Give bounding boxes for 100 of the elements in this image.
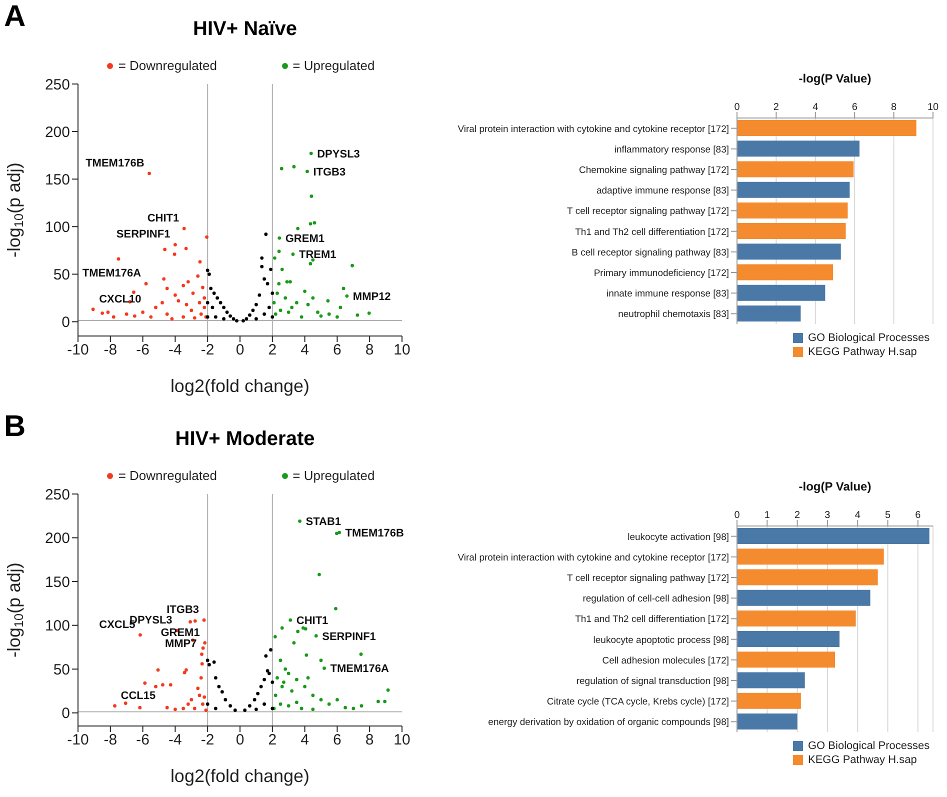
- x-tick-label: 2: [268, 342, 277, 359]
- x-tick-label: 1: [764, 510, 770, 521]
- point: [203, 641, 207, 645]
- point: [266, 282, 270, 286]
- x-tick-label: 0: [734, 102, 740, 113]
- point: [386, 688, 390, 692]
- point: [344, 706, 347, 710]
- point: [327, 312, 331, 316]
- bar: [737, 713, 798, 730]
- point: [262, 678, 266, 682]
- point: [300, 706, 304, 710]
- y-tick-label: Viral protein interaction with cytokine and cytokine receptor [172]: [458, 124, 729, 135]
- point: [269, 268, 272, 272]
- point: [220, 690, 224, 694]
- x-tick-label: -8: [104, 342, 118, 359]
- point: [319, 698, 323, 702]
- point: [222, 306, 226, 310]
- legend-label: = Downregulated: [118, 468, 217, 483]
- point: [198, 260, 202, 264]
- x-tick-label: 4: [300, 732, 309, 749]
- point: [193, 619, 197, 623]
- point: [174, 293, 177, 297]
- y-tick-label: regulation of cell-cell adhesion [98]: [582, 594, 729, 605]
- point: [276, 676, 279, 680]
- point: [274, 694, 278, 698]
- y-tick-label: 200: [44, 124, 70, 141]
- y-tick-label: regulation of signal transduction [98]: [576, 676, 729, 687]
- point: [306, 302, 310, 306]
- point: [352, 706, 356, 710]
- x-tick-label: 6: [852, 102, 858, 113]
- x-tick-label: -10: [67, 342, 89, 359]
- x-tick-label: 0: [734, 510, 740, 521]
- point: [300, 315, 304, 319]
- x-tick-label: -6: [136, 342, 150, 359]
- x-tick-label: -4: [168, 342, 182, 359]
- point: [235, 319, 238, 322]
- point: [312, 221, 316, 225]
- point: [308, 262, 312, 266]
- point: [124, 702, 128, 705]
- point: [148, 172, 151, 176]
- point: [186, 280, 190, 284]
- legend-label: KEGG Pathway H.sap: [808, 346, 917, 358]
- point: [359, 652, 363, 656]
- chart-title: HIV+ Naïve: [192, 18, 298, 41]
- point: [132, 290, 136, 294]
- point: [280, 166, 284, 170]
- text: B: [4, 410, 26, 444]
- point: [232, 317, 236, 321]
- point: [254, 317, 258, 321]
- point: [214, 676, 218, 680]
- bar: [737, 610, 856, 626]
- point: [306, 676, 310, 680]
- point: [383, 700, 387, 704]
- x-tick-label: 4: [812, 102, 819, 113]
- x-tick-label: 4: [854, 510, 861, 521]
- point: [260, 256, 264, 260]
- bar: [737, 569, 878, 586]
- x-tick-label: 2: [773, 102, 780, 113]
- point: [264, 654, 268, 658]
- point: [182, 284, 185, 288]
- x-axis-title: log2(fold change): [170, 766, 310, 786]
- point: [182, 670, 186, 674]
- point: [296, 226, 300, 230]
- x-axis-title: -log(P Value): [798, 480, 872, 494]
- bar: [737, 672, 805, 688]
- point: [318, 572, 321, 576]
- point: [248, 704, 252, 708]
- point: [276, 292, 279, 295]
- point: [292, 165, 296, 168]
- point: [270, 292, 274, 295]
- point: [156, 668, 160, 672]
- point: [284, 296, 288, 300]
- point: [184, 668, 188, 672]
- bar: [737, 548, 884, 565]
- annotation: MMP7: [164, 638, 197, 650]
- point: [242, 319, 245, 322]
- annotation: SERPINF1: [322, 630, 376, 643]
- x-tick-label: 0: [236, 732, 244, 749]
- point: [174, 708, 177, 712]
- point: [311, 708, 315, 712]
- point: [303, 684, 306, 688]
- point: [217, 684, 221, 688]
- x-tick-label: 8: [365, 342, 374, 359]
- point: [216, 296, 220, 300]
- point: [262, 277, 266, 281]
- point: [186, 702, 190, 706]
- annotation: ITGB3: [313, 166, 346, 178]
- point: [272, 301, 276, 304]
- annotation: TMEM176B: [86, 157, 144, 170]
- point: [282, 680, 286, 684]
- y-tick-label: leukocyte activation [98]: [628, 532, 729, 543]
- point: [296, 630, 300, 634]
- point: [316, 310, 320, 314]
- point: [243, 708, 247, 712]
- point: [327, 702, 331, 706]
- annotation: ITGB3: [166, 604, 200, 616]
- point: [206, 658, 210, 662]
- point: [141, 310, 144, 314]
- point: [202, 618, 206, 622]
- point: [184, 246, 188, 250]
